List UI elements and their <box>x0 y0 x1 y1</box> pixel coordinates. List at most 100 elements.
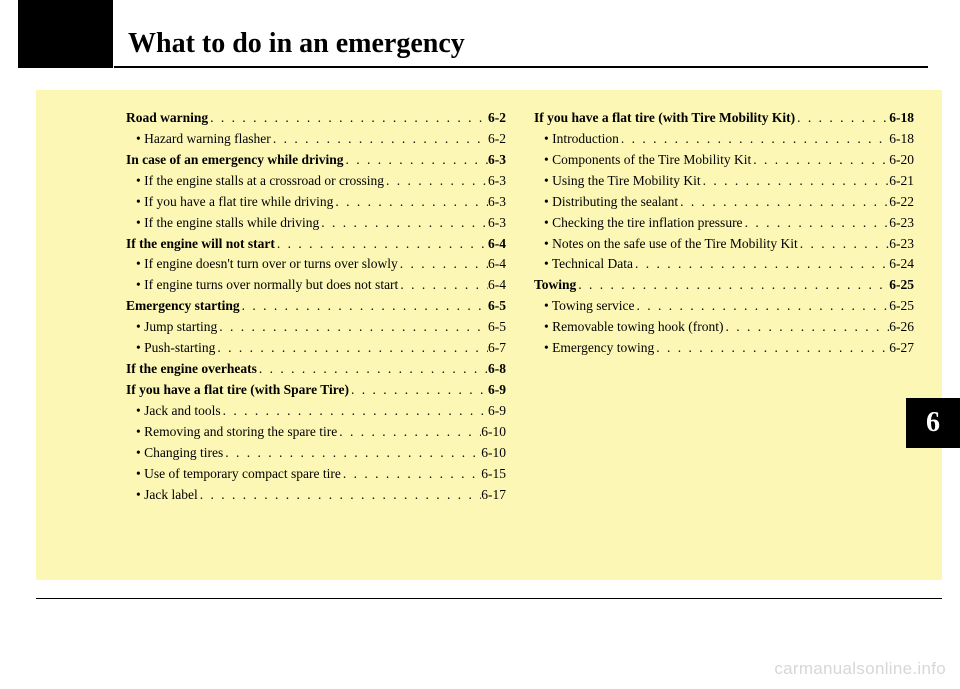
toc-page-number: 6-9 <box>488 401 506 422</box>
title-area: What to do in an emergency <box>128 28 928 68</box>
toc-leader-dots <box>633 254 889 275</box>
toc-label: Jack label <box>136 485 198 506</box>
toc-entry: If you have a flat tire (with Tire Mobil… <box>534 108 914 129</box>
toc-page-number: 6-26 <box>889 317 914 338</box>
toc-leader-dots <box>343 150 488 171</box>
toc-leader-dots <box>751 150 889 171</box>
toc-leader-dots <box>257 359 488 380</box>
toc-entry: If the engine will not start6-4 <box>126 234 506 255</box>
chapter-number: 6 <box>926 407 940 439</box>
toc-entry: Introduction6-18 <box>534 129 914 150</box>
toc-label: Using the Tire Mobility Kit <box>544 171 701 192</box>
toc-entry: If engine turns over normally but does n… <box>126 275 506 296</box>
toc-entry: Changing tires 6-10 <box>126 443 506 464</box>
toc-entry: Hazard warning flasher 6-2 <box>126 129 506 150</box>
watermark-text: carmanualsonline.info <box>774 659 946 679</box>
toc-label: If the engine stalls at a crossroad or c… <box>136 171 384 192</box>
toc-label: Notes on the safe use of the Tire Mobili… <box>544 234 798 255</box>
toc-page-number: 6-10 <box>481 443 506 464</box>
toc-page-number: 6-24 <box>889 254 914 275</box>
toc-page-number: 6-25 <box>889 296 914 317</box>
toc-entry: If the engine overheats 6-8 <box>126 359 506 380</box>
toc-entry: Use of temporary compact spare tire6-15 <box>126 464 506 485</box>
toc-label: Hazard warning flasher <box>136 129 271 150</box>
toc-leader-dots <box>398 254 488 275</box>
toc-label: Introduction <box>544 129 619 150</box>
toc-leader-dots <box>337 422 481 443</box>
toc-label: Removable towing hook (front) <box>544 317 723 338</box>
toc-page-number: 6-10 <box>481 422 506 443</box>
toc-label: Towing <box>534 275 576 296</box>
toc-page-number: 6-21 <box>889 171 914 192</box>
toc-label: Emergency towing <box>544 338 654 359</box>
chapter-number-tab: 6 <box>906 398 960 448</box>
toc-page-number: 6-22 <box>889 192 914 213</box>
toc-leader-dots <box>217 317 488 338</box>
toc-leader-dots <box>240 296 488 317</box>
toc-page-number: 6-3 <box>488 150 506 171</box>
toc-content-area: Road warning6-2Hazard warning flasher 6-2… <box>36 90 942 580</box>
toc-leader-dots <box>654 338 889 359</box>
toc-page-number: 6-7 <box>488 338 506 359</box>
toc-page-number: 6-2 <box>488 129 506 150</box>
toc-leader-dots <box>341 464 481 485</box>
toc-entry: If engine doesn't turn over or turns ove… <box>126 254 506 275</box>
toc-leader-dots <box>795 108 889 129</box>
toc-entry: Road warning6-2 <box>126 108 506 129</box>
toc-page-number: 6-2 <box>488 108 506 129</box>
toc-page-number: 6-3 <box>488 213 506 234</box>
toc-entry: If the engine stalls while driving 6-3 <box>126 213 506 234</box>
toc-page-number: 6-23 <box>889 234 914 255</box>
toc-page-number: 6-4 <box>488 234 506 255</box>
toc-leader-dots <box>319 213 488 234</box>
toc-page-number: 6-8 <box>488 359 506 380</box>
toc-entry: Jack and tools 6-9 <box>126 401 506 422</box>
toc-entry: Jack label 6-17 <box>126 485 506 506</box>
toc-page-number: 6-3 <box>488 192 506 213</box>
toc-leader-dots <box>619 129 889 150</box>
toc-entry: If you have a flat tire while driving6-3 <box>126 192 506 213</box>
toc-leader-dots <box>275 234 488 255</box>
toc-entry: If you have a flat tire (with Spare Tire… <box>126 380 506 401</box>
toc-leader-dots <box>333 192 488 213</box>
toc-label: Checking the tire inflation pressure <box>544 213 743 234</box>
toc-entry: Towing service6-25 <box>534 296 914 317</box>
toc-label: Jump starting <box>136 317 217 338</box>
toc-leader-dots <box>576 275 889 296</box>
toc-label: If the engine stalls while driving <box>136 213 319 234</box>
toc-entry: Push-starting6-7 <box>126 338 506 359</box>
toc-page-number: 6-9 <box>488 380 506 401</box>
toc-leader-dots <box>398 275 488 296</box>
toc-label: If you have a flat tire (with Spare Tire… <box>126 380 349 401</box>
toc-page-number: 6-15 <box>481 464 506 485</box>
toc-page-number: 6-3 <box>488 171 506 192</box>
toc-page-number: 6-25 <box>889 275 914 296</box>
toc-page-number: 6-17 <box>481 485 506 506</box>
toc-label: If engine doesn't turn over or turns ove… <box>136 254 398 275</box>
toc-label: If the engine overheats <box>126 359 257 380</box>
toc-label: Changing tires <box>136 443 223 464</box>
toc-page-number: 6-4 <box>488 254 506 275</box>
toc-page-number: 6-18 <box>889 108 914 129</box>
toc-leader-dots <box>635 296 890 317</box>
toc-entry: Distributing the sealant6-22 <box>534 192 914 213</box>
toc-leader-dots <box>349 380 488 401</box>
toc-entry: Checking the tire inflation pressure 6-23 <box>534 213 914 234</box>
toc-leader-dots <box>223 443 481 464</box>
toc-page-number: 6-5 <box>488 317 506 338</box>
title-rule <box>114 66 928 68</box>
toc-page-number: 6-20 <box>889 150 914 171</box>
toc-label: Emergency starting <box>126 296 240 317</box>
toc-label: In case of an emergency while driving <box>126 150 343 171</box>
toc-label: Components of the Tire Mobility Kit <box>544 150 751 171</box>
toc-entry: Jump starting 6-5 <box>126 317 506 338</box>
toc-leader-dots <box>723 317 889 338</box>
toc-leader-dots <box>678 192 889 213</box>
toc-page-number: 6-23 <box>889 213 914 234</box>
toc-label: Jack and tools <box>136 401 221 422</box>
toc-page-number: 6-27 <box>889 338 914 359</box>
toc-page-number: 6-5 <box>488 296 506 317</box>
toc-label: If engine turns over normally but does n… <box>136 275 398 296</box>
toc-entry: If the engine stalls at a crossroad or c… <box>126 171 506 192</box>
toc-entry: Emergency starting 6-5 <box>126 296 506 317</box>
